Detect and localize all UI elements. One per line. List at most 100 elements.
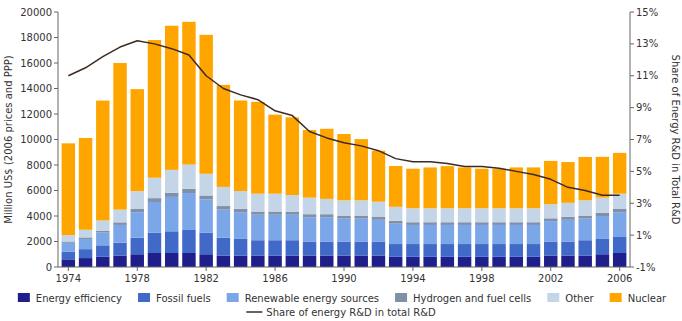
bar xyxy=(596,239,609,254)
bar xyxy=(561,242,574,256)
bar xyxy=(406,257,419,267)
bar xyxy=(372,256,385,267)
y2-tick-label: 11% xyxy=(636,70,658,81)
bar xyxy=(458,257,471,267)
bar xyxy=(561,203,574,217)
bar xyxy=(113,222,126,225)
bar xyxy=(182,165,195,189)
x-tick-label: 1998 xyxy=(469,273,494,284)
bar xyxy=(510,222,523,225)
y-tick-label: 20000 xyxy=(20,7,52,18)
y2-tick xyxy=(630,267,634,268)
bar xyxy=(355,242,368,256)
legend-swatch xyxy=(18,293,30,302)
bar xyxy=(544,204,557,218)
bar xyxy=(406,222,419,225)
y-tick xyxy=(54,165,58,166)
bar xyxy=(527,225,540,244)
bar xyxy=(492,244,505,257)
bar xyxy=(79,230,92,238)
y-tick xyxy=(54,267,58,268)
bar xyxy=(320,242,333,256)
legend-item: Share of energy R&D in total R&D xyxy=(246,307,436,318)
bar xyxy=(337,242,350,256)
bar xyxy=(251,194,264,212)
legend-swatch xyxy=(395,293,407,302)
y-tick-label: 10000 xyxy=(20,134,52,145)
bar xyxy=(527,244,540,257)
bar xyxy=(148,40,161,178)
legend-label: Fossil fuels xyxy=(156,293,211,304)
bar xyxy=(596,198,609,213)
bar xyxy=(148,202,161,233)
bar xyxy=(578,256,591,267)
legend-item: Hydrogen and fuel cells xyxy=(395,293,531,304)
bar xyxy=(96,233,109,246)
legend-swatch xyxy=(138,293,150,302)
x-tick-label: 2002 xyxy=(538,273,563,284)
y2-tick xyxy=(630,43,634,44)
bar xyxy=(510,167,523,208)
bar xyxy=(303,242,316,256)
y-tick-label: 0 xyxy=(46,262,52,273)
bar xyxy=(596,254,609,267)
bar xyxy=(286,240,299,255)
y-tick-label: 2000 xyxy=(27,236,52,247)
bar xyxy=(62,235,75,241)
bar xyxy=(423,222,436,225)
y2-tick-label: 13% xyxy=(636,38,658,49)
bar xyxy=(596,213,609,216)
bar xyxy=(113,210,126,223)
bar xyxy=(578,240,591,255)
bar xyxy=(79,138,92,230)
bar xyxy=(337,219,350,242)
y-tick xyxy=(54,114,58,115)
y2-tick xyxy=(630,107,634,108)
bar-series xyxy=(62,193,627,252)
bar xyxy=(613,212,626,236)
y2-tick xyxy=(630,203,634,204)
bar xyxy=(355,139,368,200)
bar xyxy=(303,198,316,215)
bar xyxy=(389,244,402,257)
bar xyxy=(303,214,316,217)
bar xyxy=(355,216,368,219)
bar xyxy=(268,212,281,215)
x-tick xyxy=(550,267,551,271)
bar xyxy=(79,239,92,249)
bar xyxy=(596,216,609,239)
bar xyxy=(441,208,454,222)
bar xyxy=(182,230,195,253)
y-tick xyxy=(54,63,58,64)
x-tick xyxy=(481,267,482,271)
bar xyxy=(131,191,144,209)
bar xyxy=(355,256,368,267)
bar xyxy=(458,208,471,222)
bar xyxy=(510,244,523,257)
legend-item: Energy efficiency xyxy=(18,293,122,304)
bar xyxy=(182,253,195,267)
legend-item: Renewable energy sources xyxy=(227,293,379,304)
bar xyxy=(131,238,144,255)
bar xyxy=(251,240,264,255)
bar xyxy=(544,161,557,204)
legend-item: Fossil fuels xyxy=(138,293,211,304)
y2-tick-label: 5% xyxy=(636,166,652,177)
bar xyxy=(217,238,230,256)
bar xyxy=(406,169,419,209)
bar xyxy=(303,256,316,267)
bar xyxy=(286,215,299,241)
bar xyxy=(303,130,316,198)
x-tick-label: 1982 xyxy=(193,273,218,284)
y2-tick xyxy=(630,171,634,172)
x-tick-label: 1990 xyxy=(331,273,356,284)
bar xyxy=(561,256,574,267)
bar xyxy=(182,193,195,230)
bar xyxy=(596,157,609,198)
y-tick-label: 18000 xyxy=(20,32,52,43)
bar xyxy=(389,257,402,267)
y-tick-label: 4000 xyxy=(27,211,52,222)
x-tick-label: 1986 xyxy=(262,273,287,284)
bar xyxy=(62,143,75,235)
bar xyxy=(268,194,281,212)
